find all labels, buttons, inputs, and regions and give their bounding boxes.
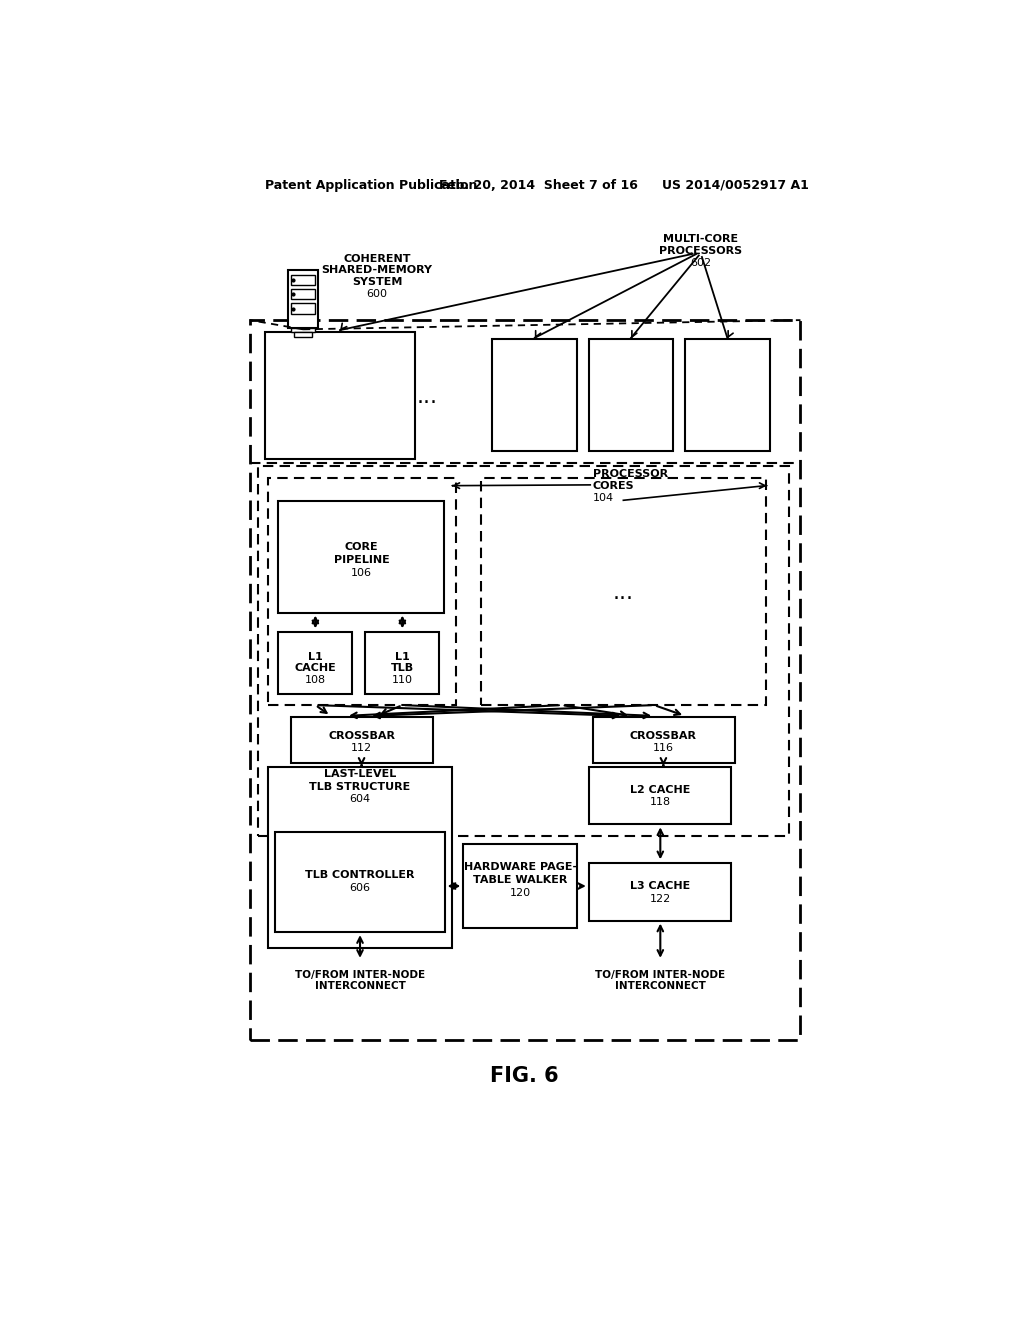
Text: 106: 106 (351, 568, 372, 578)
Bar (275, 832, 444, 932)
Text: 110: 110 (392, 675, 413, 685)
Text: PROCESSOR: PROCESSOR (593, 469, 668, 479)
Text: TO/FROM INTER-NODE: TO/FROM INTER-NODE (295, 970, 425, 979)
Bar (291, 275, 315, 285)
Text: Patent Application Publication: Patent Application Publication (265, 178, 477, 191)
Text: 104: 104 (593, 492, 613, 503)
Text: Feb. 20, 2014  Sheet 7 of 16: Feb. 20, 2014 Sheet 7 of 16 (438, 178, 637, 191)
Bar (250, 321, 801, 1040)
Text: ...: ... (417, 387, 437, 407)
Text: 606: 606 (349, 883, 371, 892)
Text: CROSSBAR: CROSSBAR (328, 731, 395, 741)
Bar (589, 863, 731, 921)
Text: 116: 116 (653, 743, 674, 754)
Bar (366, 632, 438, 693)
Text: LAST-LEVEL: LAST-LEVEL (324, 770, 396, 779)
Bar (279, 632, 351, 693)
Text: INTERCONNECT: INTERCONNECT (614, 981, 706, 991)
Bar (289, 271, 317, 327)
Text: ...: ... (612, 583, 634, 603)
Text: SYSTEM: SYSTEM (352, 277, 402, 286)
Text: 604: 604 (349, 795, 371, 804)
Bar (589, 339, 674, 451)
Bar (463, 843, 578, 928)
Bar (291, 289, 315, 300)
Text: CROSSBAR: CROSSBAR (630, 731, 697, 741)
Bar (481, 478, 766, 705)
Bar (593, 717, 735, 763)
Text: 112: 112 (351, 743, 372, 754)
Text: PIPELINE: PIPELINE (334, 554, 389, 565)
Text: INTERCONNECT: INTERCONNECT (314, 981, 406, 991)
Bar (279, 502, 444, 612)
Bar (291, 717, 433, 763)
Text: TLB: TLB (391, 663, 414, 673)
Bar (258, 466, 788, 836)
Text: L2 CACHE: L2 CACHE (630, 785, 690, 795)
Bar (294, 331, 312, 337)
Bar (589, 767, 731, 825)
Text: L3 CACHE: L3 CACHE (630, 880, 690, 891)
Text: CORE: CORE (345, 543, 379, 552)
Text: TLB CONTROLLER: TLB CONTROLLER (305, 870, 415, 879)
Bar (265, 331, 416, 459)
Text: TLB STRUCTURE: TLB STRUCTURE (309, 781, 411, 792)
Text: US 2014/0052917 A1: US 2014/0052917 A1 (662, 178, 809, 191)
Bar (267, 478, 457, 705)
Text: L1: L1 (308, 652, 323, 663)
Text: 122: 122 (649, 894, 671, 904)
Text: 600: 600 (367, 289, 387, 298)
Text: MULTI-CORE: MULTI-CORE (663, 234, 738, 244)
Text: 108: 108 (305, 675, 326, 685)
Bar (291, 304, 315, 314)
Text: SHARED-MEMORY: SHARED-MEMORY (322, 265, 432, 275)
Text: 120: 120 (510, 888, 530, 898)
Text: L1: L1 (395, 652, 410, 663)
Bar (685, 339, 770, 451)
Bar (493, 339, 578, 451)
Text: CORES: CORES (593, 480, 634, 491)
Text: 602: 602 (690, 259, 711, 268)
Bar (292, 327, 314, 333)
Bar (267, 767, 453, 948)
Text: COHERENT: COHERENT (343, 253, 411, 264)
Text: TO/FROM INTER-NODE: TO/FROM INTER-NODE (595, 970, 725, 979)
Text: PROCESSORS: PROCESSORS (658, 246, 742, 256)
Text: HARDWARE PAGE-: HARDWARE PAGE- (464, 862, 577, 871)
Text: CACHE: CACHE (295, 663, 336, 673)
Text: TABLE WALKER: TABLE WALKER (473, 875, 567, 884)
Text: 118: 118 (650, 797, 671, 807)
Text: FIG. 6: FIG. 6 (490, 1067, 559, 1086)
